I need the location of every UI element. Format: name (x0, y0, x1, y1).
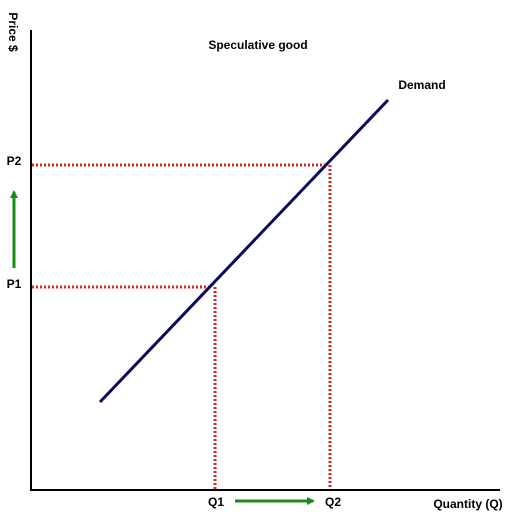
x-axis-label: Quantity (Q) (433, 497, 502, 511)
price-label: P1 (7, 277, 22, 291)
demand-line (98, 98, 390, 404)
quantity-label: Q1 (208, 495, 224, 509)
price-label: P2 (7, 154, 22, 168)
quantity-label: Q2 (325, 495, 341, 509)
y-axis-label: Price $ (6, 12, 20, 52)
title: Speculative good (208, 38, 307, 52)
curve-label: Demand (398, 78, 445, 92)
